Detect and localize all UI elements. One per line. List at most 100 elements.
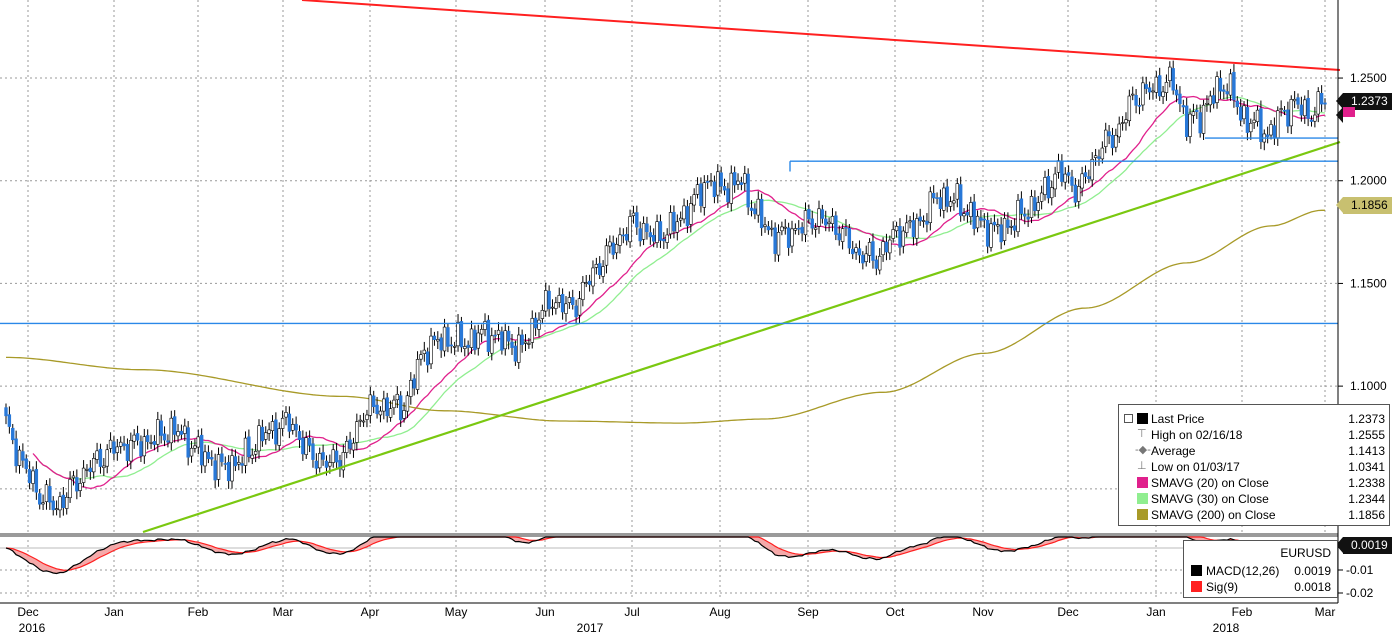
- legend-swatch-icon: [1191, 581, 1202, 592]
- candle-body: [746, 173, 750, 208]
- candle-body: [189, 447, 194, 457]
- candle: [1225, 83, 1229, 100]
- candle-body: [297, 431, 302, 441]
- candle-body: [904, 222, 909, 233]
- candle-body: [132, 434, 136, 442]
- legend-swatch-icon: [1137, 477, 1148, 488]
- legend-toggle-icon[interactable]: [1124, 414, 1133, 423]
- candle: [692, 188, 696, 213]
- candle-body: [368, 394, 373, 416]
- candle-body: [884, 241, 889, 253]
- candle-body: [705, 181, 710, 183]
- candle-body: [1319, 93, 1324, 105]
- x-tick-label: Mar: [273, 605, 294, 619]
- candle: [321, 444, 325, 466]
- candle: [1056, 153, 1061, 179]
- candle-body: [355, 421, 359, 443]
- candle: [759, 193, 764, 236]
- candle-body: [678, 217, 683, 221]
- candle-body: [135, 433, 140, 441]
- candle-body: [425, 351, 430, 366]
- candle: [611, 235, 615, 260]
- candle-body: [975, 215, 980, 229]
- candle-body: [645, 223, 649, 233]
- candle: [223, 456, 227, 471]
- candle: [1093, 148, 1098, 166]
- candle: [668, 205, 673, 239]
- candle: [311, 437, 315, 468]
- candle-body: [264, 432, 268, 440]
- candle-body: [635, 212, 639, 228]
- candle: [1286, 101, 1290, 134]
- candle-body: [88, 467, 93, 472]
- candle: [1026, 209, 1030, 227]
- candle-body: [759, 198, 764, 229]
- candle-body: [1117, 123, 1121, 138]
- candle-body: [442, 326, 447, 352]
- candle-body: [668, 212, 673, 235]
- candle-body: [550, 306, 555, 309]
- candle: [348, 431, 352, 455]
- candle: [1168, 61, 1172, 88]
- candle-body: [540, 310, 545, 319]
- candle: [1114, 128, 1118, 153]
- candle: [658, 214, 663, 249]
- candle-body: [1178, 93, 1182, 105]
- candle: [149, 434, 153, 449]
- candle: [291, 418, 295, 435]
- candle-body: [965, 211, 970, 216]
- candle: [85, 464, 89, 478]
- candle-body: [166, 440, 170, 443]
- candle-body: [493, 334, 497, 337]
- candle: [1249, 118, 1253, 140]
- year-label: 2017: [577, 621, 604, 635]
- candle: [773, 222, 777, 262]
- candle: [1043, 170, 1047, 201]
- candle-body: [732, 172, 737, 186]
- candle: [425, 347, 430, 373]
- candle-body: [257, 425, 261, 452]
- candle-body: [223, 463, 227, 465]
- candle-body: [894, 226, 899, 232]
- candle-body: [169, 417, 173, 444]
- candle-body: [783, 226, 787, 229]
- candle: [226, 455, 231, 489]
- candle-body: [651, 234, 656, 242]
- candle: [1259, 100, 1263, 150]
- candle-body: [439, 337, 443, 351]
- candle: [253, 444, 258, 463]
- candle: [51, 496, 55, 516]
- sma200-badge: 1.1856: [1336, 197, 1392, 214]
- candle-body: [1255, 109, 1260, 122]
- candle-body: [709, 180, 713, 182]
- candle-body: [196, 436, 200, 448]
- candle: [1174, 84, 1179, 103]
- candle-body: [1228, 73, 1233, 96]
- candle-body: [982, 218, 986, 221]
- candle-body: [220, 453, 224, 463]
- candle-body: [1120, 122, 1125, 124]
- candle: [132, 429, 136, 449]
- candle-body: [398, 395, 403, 421]
- candle-body: [716, 171, 720, 196]
- candle-body: [372, 395, 376, 408]
- y-tick-label: 1.2000: [1350, 174, 1387, 188]
- legend-label: MACD(12,26): [1206, 564, 1280, 578]
- candle: [793, 223, 798, 235]
- candle: [365, 409, 369, 428]
- candle: [31, 466, 35, 492]
- candle-body: [260, 426, 265, 442]
- x-tick-label: Feb: [1232, 605, 1253, 619]
- candle: [864, 245, 868, 267]
- candle-body: [807, 209, 811, 220]
- candle-body: [888, 239, 892, 254]
- candle: [743, 165, 747, 192]
- candle: [523, 334, 528, 352]
- candle-body: [270, 421, 275, 431]
- candle: [368, 386, 373, 424]
- candle: [216, 447, 221, 487]
- candle: [810, 210, 814, 235]
- candle: [786, 222, 791, 256]
- candle: [1060, 154, 1064, 187]
- candle-body: [817, 208, 821, 227]
